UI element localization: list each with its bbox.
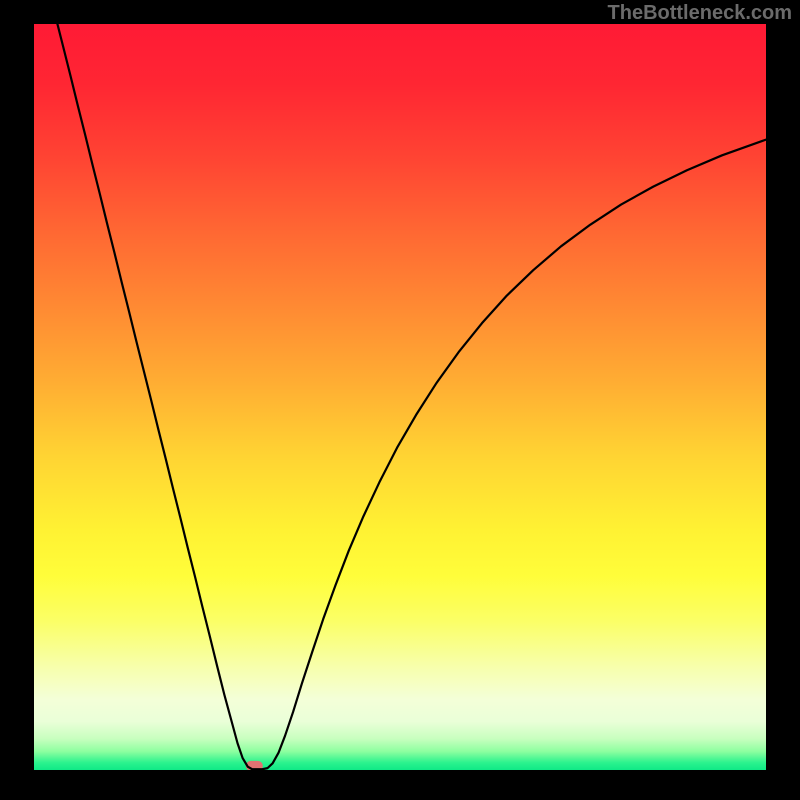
watermark-text: TheBottleneck.com: [608, 2, 792, 25]
plot-area: [34, 24, 766, 770]
chart-container: TheBottleneck.com: [0, 0, 800, 800]
chart-svg: [34, 24, 766, 770]
gradient-background: [34, 24, 766, 770]
